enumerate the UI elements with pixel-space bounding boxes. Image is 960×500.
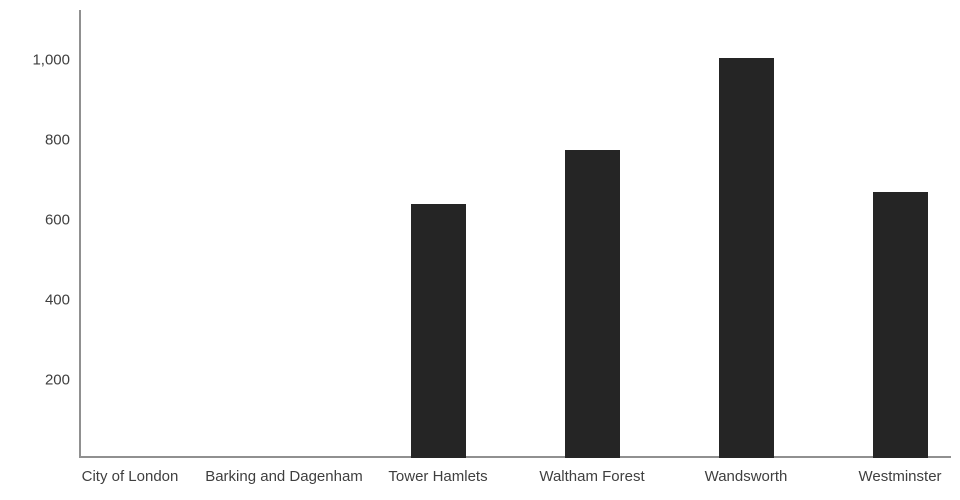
y-tick-label: 800 [44, 131, 70, 149]
y-tick-label: 600 [44, 211, 70, 229]
bar-westminster [872, 192, 928, 458]
x-axis-label: Tower Hamlets [388, 468, 488, 485]
bar-waltham-forest [564, 150, 620, 458]
y-tick-label: 200 [44, 371, 70, 389]
x-axis-label: Barking and Dagenham [205, 468, 363, 485]
bar-wandsworth [718, 58, 774, 458]
x-axis-label: Waltham Forest [539, 468, 645, 485]
x-axis-label: Wandsworth [704, 468, 788, 485]
bar-tower-hamlets [410, 204, 466, 458]
x-axis-label: City of London [81, 468, 179, 485]
plot-area [79, 10, 951, 458]
y-tick-label: 1,000 [32, 51, 70, 69]
y-tick-label: 400 [44, 291, 70, 309]
x-axis-label: Westminster [858, 468, 942, 485]
